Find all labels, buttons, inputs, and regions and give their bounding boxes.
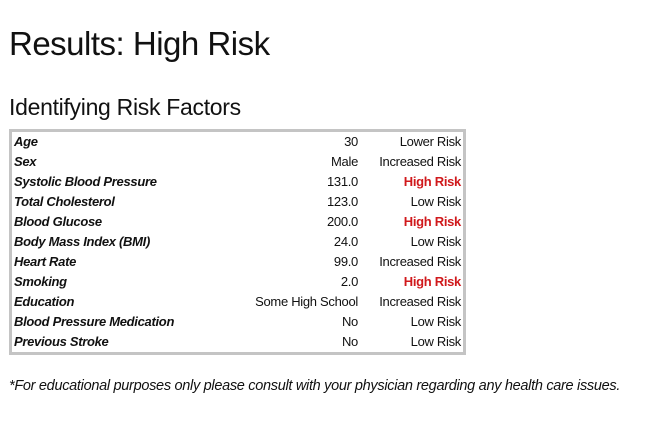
section-title: Identifying Risk Factors [9, 94, 241, 120]
risk-factor-name: Blood Glucose [14, 214, 102, 229]
risk-factor-name: Previous Stroke [14, 334, 109, 349]
risk-factor-name: Body Mass Index (BMI) [14, 234, 150, 249]
table-row: Blood Glucose 200.0 High Risk [12, 212, 463, 232]
table-row: Previous Stroke No Low Risk [12, 332, 463, 352]
table-row: Smoking 2.0 High Risk [12, 272, 463, 292]
table-row: Sex Male Increased Risk [12, 152, 463, 172]
table-row: Age 30 Lower Risk [12, 132, 463, 152]
risk-level: Low Risk [410, 234, 462, 249]
risk-level: Low Risk [410, 194, 462, 209]
risk-factor-value: Male [331, 154, 358, 169]
risk-factor-value: 30 [344, 134, 358, 149]
risk-factor-name: Total Cholesterol [14, 194, 115, 209]
risk-level: Increased Risk [379, 154, 461, 169]
risk-factors-body: Age 30 Lower Risk Sex Male Increased Risk Syst… [12, 132, 463, 352]
risk-factor-name: Age [14, 134, 38, 149]
risk-level: High Risk [403, 174, 462, 189]
risk-level: Low Risk [410, 334, 462, 349]
risk-level: High Risk [403, 214, 462, 229]
risk-factor-value: 2.0 [340, 274, 358, 289]
risk-factors-table: Age 30 Lower Risk Sex Male Increased Risk Syst… [9, 129, 466, 355]
table-row: Systolic Blood Pressure 131.0 High Risk [12, 172, 463, 192]
risk-factor-value: No [341, 334, 358, 349]
risk-factor-value: 200.0 [326, 214, 358, 229]
disclaimer-text: *For educational purposes only please co… [9, 378, 621, 394]
risk-factor-name: Systolic Blood Pressure [14, 174, 157, 189]
risk-level: Increased Risk [379, 254, 461, 269]
risk-factor-name: Blood Pressure Medication [14, 314, 175, 329]
table-row: Education Some High School Increased Risk [12, 292, 463, 312]
page-title: Results: High Risk [9, 25, 270, 62]
risk-level: Low Risk [410, 314, 462, 329]
risk-factor-value: 24.0 [333, 234, 358, 249]
table-row: Blood Pressure Medication No Low Risk [12, 312, 463, 332]
risk-factor-value: 131.0 [326, 174, 358, 189]
risk-factor-value: No [341, 314, 358, 329]
risk-factor-name: Sex [14, 154, 37, 169]
risk-factor-value: 99.0 [333, 254, 358, 269]
risk-level: High Risk [403, 274, 462, 289]
risk-factor-value: 123.0 [326, 194, 358, 209]
table-row: Total Cholesterol 123.0 Low Risk [12, 192, 463, 212]
risk-factor-name: Heart Rate [14, 254, 77, 269]
risk-level: Increased Risk [379, 294, 461, 309]
risk-factor-value: Some High School [255, 294, 358, 309]
table-row: Heart Rate 99.0 Increased Risk [12, 252, 463, 272]
risk-factor-name: Smoking [14, 274, 67, 289]
table-row: Body Mass Index (BMI) 24.0 Low Risk [12, 232, 463, 252]
risk-level: Lower Risk [399, 134, 462, 149]
risk-factor-name: Education [14, 294, 75, 309]
